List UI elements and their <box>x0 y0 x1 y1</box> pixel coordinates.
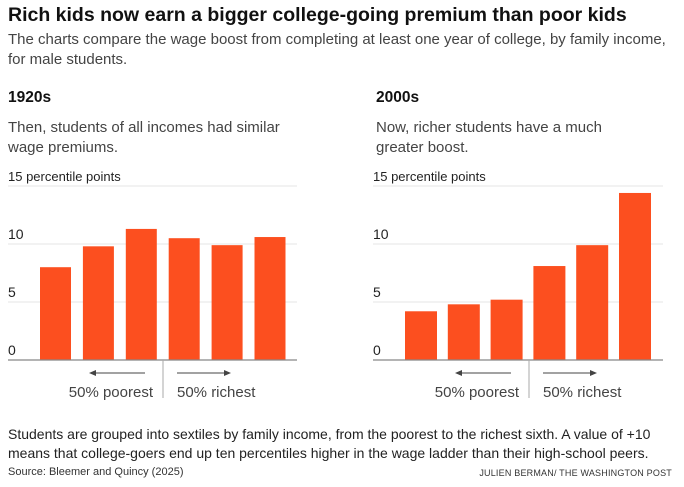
y-tick-label: 5 <box>8 284 16 300</box>
y-tick-label: 15 percentile points <box>373 169 486 184</box>
y-tick-label: 10 <box>8 226 24 242</box>
source: Source: Bleemer and Quincy (2025) <box>8 466 184 478</box>
y-tick-label: 0 <box>373 342 381 358</box>
bar-1920s-5 <box>211 245 243 360</box>
chart-description-2000s: Now, richer students have a much greater… <box>376 119 602 156</box>
label-poorest: 50% poorest <box>69 384 154 401</box>
bar-2000s-6 <box>619 192 651 360</box>
chart-title-1920s: 1920s <box>8 89 52 106</box>
arrow-left-head-icon <box>89 370 96 376</box>
y-tick-label: 0 <box>8 342 16 358</box>
chart-description-1920s: Then, students of all incomes had simila… <box>8 119 280 156</box>
bar-1920s-4 <box>168 238 200 360</box>
footnote: Students are grouped into sextiles by fa… <box>8 426 651 461</box>
bar-1920s-2 <box>82 246 114 360</box>
label-richest: 50% richest <box>543 384 622 401</box>
credit: JULIEN BERMAN/ THE WASHINGTON POST <box>479 468 672 478</box>
arrow-right-head-icon <box>590 370 597 376</box>
label-poorest: 50% poorest <box>435 384 520 401</box>
arrow-left-head-icon <box>455 370 462 376</box>
arrow-right-head-icon <box>224 370 231 376</box>
bar-2000s-4 <box>533 266 566 360</box>
bar-1920s-6 <box>254 237 286 360</box>
bar-2000s-3 <box>490 299 523 360</box>
headline: Rich kids now earn a bigger college-goin… <box>8 4 627 26</box>
bar-2000s-5 <box>576 245 609 360</box>
label-richest: 50% richest <box>177 384 256 401</box>
y-tick-label: 15 percentile points <box>8 169 121 184</box>
chart-title-2000s: 2000s <box>376 89 420 106</box>
y-tick-label: 5 <box>373 284 381 300</box>
bar-1920s-3 <box>125 228 157 360</box>
bar-2000s-2 <box>447 304 480 360</box>
bar-1920s-1 <box>40 267 71 360</box>
y-tick-label: 10 <box>373 226 389 242</box>
subheadline: The charts compare the wage boost from c… <box>8 31 666 68</box>
bar-2000s-1 <box>405 311 437 360</box>
